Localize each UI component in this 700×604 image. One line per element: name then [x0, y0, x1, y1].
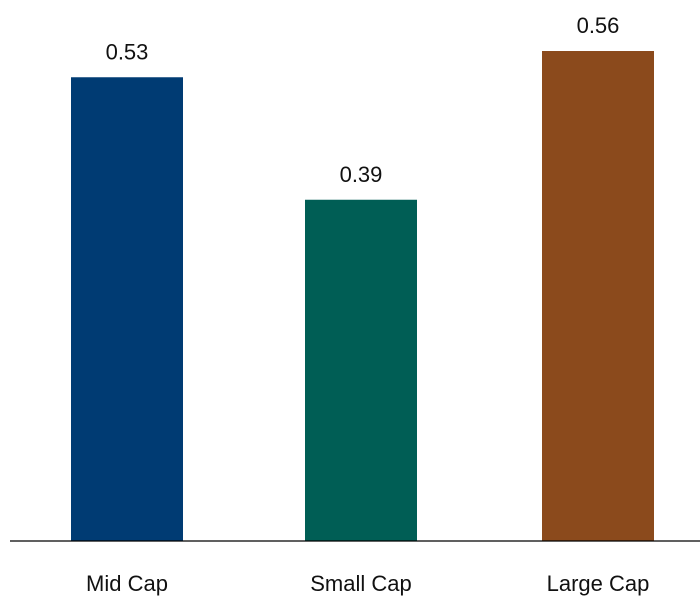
x-tick-label-small-cap: Small Cap: [310, 571, 411, 596]
bar-mid-cap: [71, 77, 183, 541]
bars-layer: [71, 51, 654, 541]
bar-large-cap: [542, 51, 654, 541]
x-axis-tick-labels: Mid Cap Small Cap Large Cap: [86, 571, 649, 596]
value-label-large-cap: 0.56: [577, 13, 620, 38]
value-label-mid-cap: 0.53: [106, 39, 149, 64]
value-label-small-cap: 0.39: [340, 162, 383, 187]
value-labels-layer: 0.53 0.39 0.56: [106, 13, 620, 187]
x-tick-label-mid-cap: Mid Cap: [86, 571, 168, 596]
x-tick-label-large-cap: Large Cap: [547, 571, 650, 596]
bar-small-cap: [305, 199, 417, 541]
